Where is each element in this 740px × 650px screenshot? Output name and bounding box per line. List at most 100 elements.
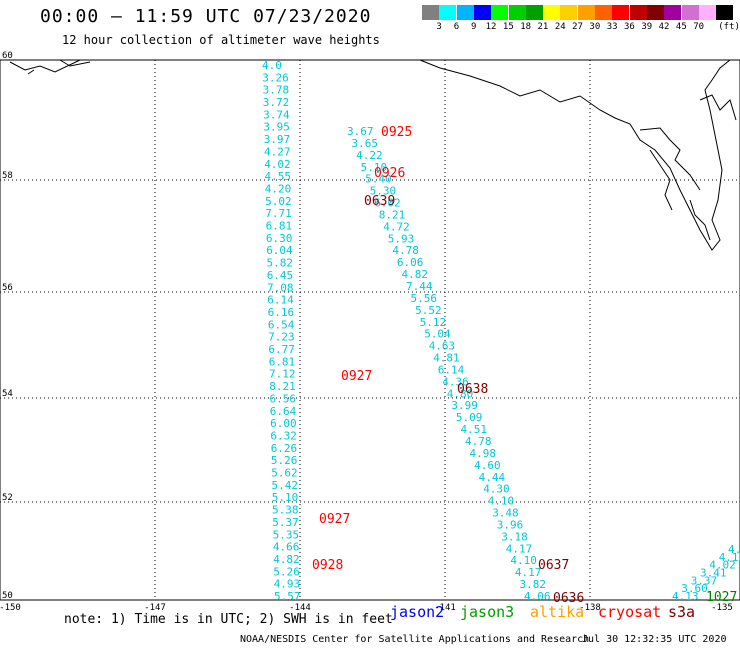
wave-value-track-b: 4.81: [433, 352, 460, 365]
wave-value-track-a: 4.55: [265, 170, 292, 183]
lat-label: 58: [2, 171, 13, 181]
wave-value-track-a: 6.56: [270, 392, 297, 405]
legend-swatch: [577, 5, 595, 20]
wave-value-track-a: 6.00: [270, 417, 297, 430]
legend-swatch: [698, 5, 716, 20]
wave-value-track-b: 5.04: [424, 328, 451, 341]
wave-value-track-b: 4.72: [383, 220, 410, 233]
wave-value-track-c: 4.02: [709, 559, 736, 572]
wave-value-track-b: 8.21: [379, 209, 406, 222]
wave-value-track-a: 3.78: [263, 84, 290, 97]
wave-value-track-a: 5.02: [265, 195, 292, 208]
legend-swatch: [595, 5, 612, 20]
wave-value-track-a: 5.38: [272, 504, 299, 517]
pass-time-label: 1027: [706, 590, 737, 605]
lon-label: -138: [579, 603, 601, 613]
wave-value-track-b: 4.98: [470, 447, 497, 460]
lon-label: -135: [711, 603, 733, 613]
satellite-label: jason3: [460, 603, 515, 621]
wave-value-track-a: 5.82: [267, 257, 294, 270]
legend-label: 24: [554, 22, 566, 32]
wave-value-track-b: 4.78: [465, 435, 492, 448]
wave-value-track-c: 3.41: [700, 567, 727, 580]
wave-value-track-a: 5.35: [273, 528, 300, 541]
pass-time-label: 0637: [538, 558, 569, 573]
legend-swatch: [491, 5, 509, 20]
pass-time-labels: 0925 0926 0639 0927 0638 0927 0928 0637 0636 1027: [312, 125, 737, 606]
wave-height-values: 4.03.263.783.723.743.953.974.274.024.554…: [262, 59, 740, 603]
legend-swatch: [422, 5, 439, 20]
wave-value-track-c: 3.37: [691, 574, 718, 587]
wave-value-track-b: 4.80: [447, 387, 474, 400]
wave-value-track-a: 4.66: [273, 541, 300, 554]
wave-value-track-b: 4.30: [483, 483, 510, 496]
wave-value-track-a: 5.10: [272, 491, 299, 504]
legend-label: 30: [589, 22, 601, 32]
legend-label: 45: [675, 22, 687, 32]
legend-label: 12: [485, 22, 497, 32]
wave-value-track-b: 3.96: [497, 519, 524, 532]
wave-value-track-b: 3.67: [347, 125, 374, 138]
lon-label: -144: [289, 603, 311, 613]
wave-value-track-b: 4.44: [479, 471, 506, 484]
legend-swatch: [646, 5, 664, 20]
wave-value-track-b: 3.65: [352, 137, 379, 150]
wave-value-track-a: 6.45: [267, 269, 294, 282]
wave-value-track-b: 4.82: [402, 268, 429, 281]
wave-value-track-a: 6.26: [271, 442, 298, 455]
wave-value-track-a: 4.93: [274, 578, 301, 591]
wave-value-track-a: 6.81: [266, 220, 293, 233]
wave-value-track-a: 5.62: [271, 467, 298, 480]
wave-value-track-b: 5.12: [420, 316, 447, 329]
wave-value-track-b: 5.40: [365, 173, 392, 186]
wave-value-track-a: 4.82: [273, 553, 300, 566]
wave-value-track-a: 6.77: [268, 343, 295, 356]
wave-value-track-b: 3.18: [501, 530, 528, 543]
legend-swatch: [560, 5, 578, 20]
wave-value-track-c: 4.1: [728, 543, 740, 556]
wave-value-track-a: 6.81: [269, 355, 296, 368]
pass-time-label: 0636: [553, 591, 584, 606]
wave-value-track-a: 3.26: [262, 71, 289, 84]
legend-label: 18: [520, 22, 532, 32]
wave-value-track-a: 8.21: [269, 380, 296, 393]
legend-label: 3: [436, 22, 442, 32]
pass-time-label: 0925: [381, 125, 412, 140]
wave-value-track-b: 3.82: [520, 578, 547, 591]
wave-value-track-a: 4.27: [264, 145, 291, 158]
legend-label: 9: [471, 22, 477, 32]
wave-value-track-a: 7.71: [265, 207, 292, 220]
legend-swatch: [664, 5, 682, 20]
wave-value-track-a: 7.08: [267, 281, 294, 294]
wave-value-track-a: 5.42: [272, 479, 299, 492]
legend-swatch: [681, 5, 699, 20]
lon-label: -147: [144, 603, 166, 613]
legend-label: 39: [641, 22, 653, 32]
wave-value-track-a: 6.54: [268, 318, 295, 331]
legend-label: 27: [572, 22, 583, 32]
pass-time-label: 0639: [364, 194, 395, 209]
wave-value-track-a: 3.95: [263, 121, 290, 134]
legend-swatch: [629, 5, 647, 20]
wave-value-track-a: 7.12: [269, 368, 296, 381]
legend-label: 42: [658, 22, 670, 32]
wave-value-track-b: 6.02: [374, 197, 401, 210]
pass-time-label: 0927: [341, 369, 372, 384]
lon-label: -141: [434, 603, 456, 613]
lat-label: 52: [2, 493, 13, 503]
wave-value-track-a: 7.23: [268, 331, 295, 344]
lat-label: 60: [2, 51, 13, 61]
wave-value-track-b: 4.60: [474, 459, 501, 472]
legend-swatch: [612, 5, 630, 20]
legend-label: 70: [693, 22, 705, 32]
wave-value-track-a: 3.97: [264, 133, 291, 146]
coastline: [9, 59, 737, 251]
units-note: note: 1) Time is in UTC; 2) SWH is in fe…: [64, 612, 393, 627]
legend-label: 33: [606, 22, 618, 32]
wave-value-track-b: 4.36: [442, 375, 469, 388]
wave-value-track-a: 6.32: [270, 430, 297, 443]
wave-value-track-b: 5.56: [411, 292, 438, 305]
pass-time-label: 0926: [374, 166, 405, 181]
credit-line: NOAA/NESDIS Center for Satellite Applica…: [240, 634, 590, 645]
